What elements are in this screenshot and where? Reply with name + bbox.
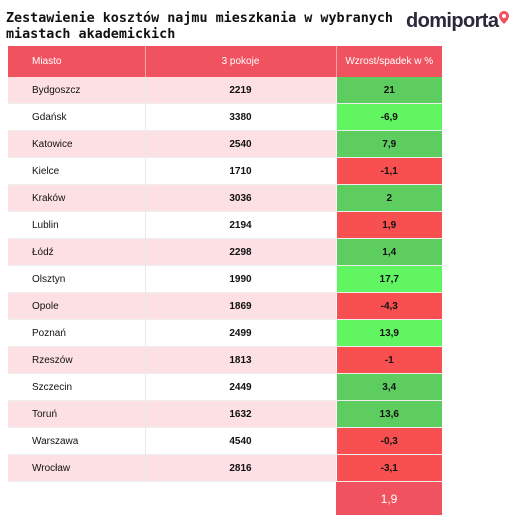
city-cell: Bydgoszcz bbox=[8, 77, 145, 104]
change-cell: 3,4 bbox=[335, 373, 442, 401]
location-pin-icon bbox=[499, 10, 509, 24]
change-cell: 2 bbox=[335, 184, 442, 212]
table-row: Olsztyn 1990 17,7 bbox=[8, 265, 442, 293]
price-cell: 1813 bbox=[144, 346, 336, 374]
change-cell: 17,7 bbox=[335, 265, 442, 293]
table-row: Kielce 1710 -1,1 bbox=[8, 157, 442, 185]
table-row: Katowice 2540 7,9 bbox=[8, 130, 442, 158]
change-cell: -1 bbox=[335, 346, 442, 374]
city-cell: Rzeszów bbox=[8, 346, 145, 374]
city-cell: Poznań bbox=[8, 319, 145, 347]
table-row: Toruń 1632 13,6 bbox=[8, 400, 442, 428]
table-row: Bydgoszcz 2219 21 bbox=[8, 77, 442, 104]
table-row: Gdańsk 3380 -6,9 bbox=[8, 103, 442, 131]
change-cell: 7,9 bbox=[335, 130, 442, 158]
change-cell: 13,6 bbox=[335, 400, 442, 428]
table-row: Szczecin 2449 3,4 bbox=[8, 373, 442, 401]
summary-row: 1,9 bbox=[8, 481, 442, 515]
change-cell: -0,3 bbox=[335, 427, 442, 455]
logo-text: domiporta bbox=[406, 9, 499, 32]
column-header-price: 3 pokoje bbox=[145, 46, 337, 77]
city-cell: Kraków bbox=[8, 184, 145, 212]
city-cell: Lublin bbox=[8, 211, 145, 239]
city-cell: Gdańsk bbox=[8, 103, 145, 131]
price-cell: 4540 bbox=[144, 427, 336, 455]
table-row: Rzeszów 1813 -1 bbox=[8, 346, 442, 374]
price-cell: 2298 bbox=[144, 238, 336, 266]
city-cell: Toruń bbox=[8, 400, 145, 428]
city-cell: Łódź bbox=[8, 238, 145, 266]
change-cell: -6,9 bbox=[335, 103, 442, 131]
empty-cell bbox=[8, 481, 145, 515]
average-change-cell: 1,9 bbox=[336, 481, 442, 515]
table-header-row: Miasto 3 pokoje Wzrost/spadek w % bbox=[8, 46, 442, 77]
city-cell: Warszawa bbox=[8, 427, 145, 455]
change-cell: 13,9 bbox=[335, 319, 442, 347]
empty-cell bbox=[145, 481, 336, 515]
price-cell: 2219 bbox=[144, 77, 336, 104]
city-cell: Kielce bbox=[8, 157, 145, 185]
price-cell: 1990 bbox=[144, 265, 336, 293]
change-cell: -1,1 bbox=[335, 157, 442, 185]
price-cell: 2816 bbox=[144, 454, 336, 482]
price-cell: 1869 bbox=[144, 292, 336, 320]
price-cell: 1710 bbox=[144, 157, 336, 185]
city-cell: Olsztyn bbox=[8, 265, 145, 293]
change-cell: 1,4 bbox=[335, 238, 442, 266]
table-row: Kraków 3036 2 bbox=[8, 184, 442, 212]
price-cell: 2194 bbox=[144, 211, 336, 239]
table-row: Lublin 2194 1,9 bbox=[8, 211, 442, 239]
city-cell: Szczecin bbox=[8, 373, 145, 401]
table-row: Poznań 2499 13,9 bbox=[8, 319, 442, 347]
domiporta-logo[interactable]: domiporta bbox=[406, 8, 509, 34]
price-cell: 2540 bbox=[144, 130, 336, 158]
change-cell: 1,9 bbox=[335, 211, 442, 239]
page-title: Zestawienie kosztów najmu mieszkania w w… bbox=[6, 11, 393, 42]
price-cell: 1632 bbox=[144, 400, 336, 428]
table-row: Opole 1869 -4,3 bbox=[8, 292, 442, 320]
column-header-change: Wzrost/spadek w % bbox=[336, 46, 442, 77]
column-header-city: Miasto bbox=[8, 46, 146, 77]
price-cell: 2449 bbox=[144, 373, 336, 401]
table-row: Łódź 2298 1,4 bbox=[8, 238, 442, 266]
table-row: Wrocław 2816 -3,1 bbox=[8, 454, 442, 482]
table-row: Warszawa 4540 -0,3 bbox=[8, 427, 442, 455]
city-cell: Wrocław bbox=[8, 454, 145, 482]
price-cell: 2499 bbox=[144, 319, 336, 347]
rent-cost-table: Miasto 3 pokoje Wzrost/spadek w % Bydgos… bbox=[8, 46, 442, 515]
change-cell: 21 bbox=[335, 77, 442, 104]
price-cell: 3036 bbox=[144, 184, 336, 212]
price-cell: 3380 bbox=[144, 103, 336, 131]
change-cell: -4,3 bbox=[335, 292, 442, 320]
city-cell: Katowice bbox=[8, 130, 145, 158]
change-cell: -3,1 bbox=[335, 454, 442, 482]
city-cell: Opole bbox=[8, 292, 145, 320]
